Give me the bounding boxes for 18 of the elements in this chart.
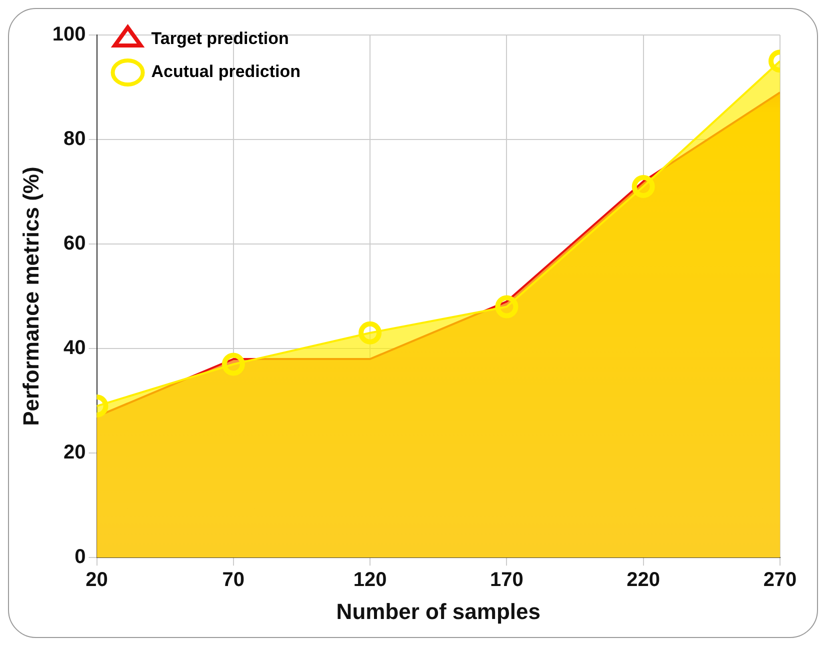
x-tick-label: 120 [353, 569, 387, 592]
y-axis-title: Performance metrics (%) [18, 166, 44, 426]
legend-label: Acutual prediction [151, 62, 301, 82]
legend-label: Target prediction [151, 29, 289, 48]
x-tick-label: 270 [763, 569, 797, 592]
point [495, 295, 518, 318]
y-tick-label: 100 [52, 24, 86, 46]
x-tick-label: 20 [86, 569, 108, 592]
x-tick-label: 70 [222, 569, 245, 592]
x-axis-title: Number of samples [336, 598, 540, 624]
y-tick-label: 0 [74, 546, 86, 568]
x-tick-label: 170 [490, 569, 524, 592]
y-tick-label: 40 [64, 337, 86, 360]
y-tick-label: 80 [64, 128, 86, 150]
x-tick-label: 220 [626, 569, 660, 592]
y-tick-label: 20 [64, 442, 86, 464]
y-tick-label: 60 [64, 232, 86, 255]
point [358, 321, 382, 344]
